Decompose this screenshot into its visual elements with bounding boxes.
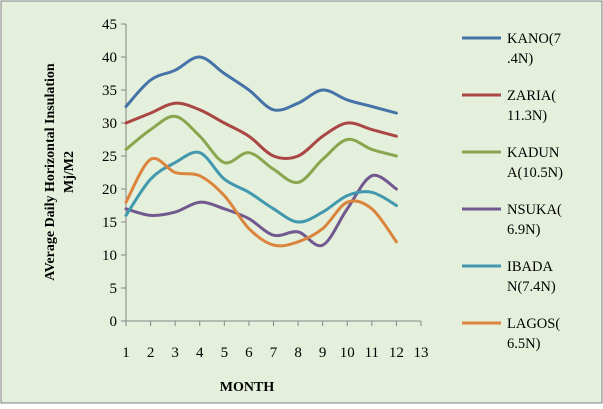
x-tick-label: 7 bbox=[270, 345, 278, 361]
y-tick-label: 15 bbox=[102, 215, 117, 231]
y-tick-label: 30 bbox=[102, 116, 117, 132]
legend-item-lagos: LAGOS(6.5N) bbox=[462, 316, 560, 352]
legend-item-zaria: ZARIA(11.3N) bbox=[462, 88, 556, 124]
legend-label: IBADA N(7.4N) bbox=[507, 259, 556, 295]
y-tick-label: 5 bbox=[110, 281, 118, 297]
x-tick-label: 12 bbox=[389, 345, 404, 361]
x-tick-label: 4 bbox=[196, 345, 204, 361]
legend-label: ZARIA(11.3N) bbox=[507, 88, 556, 124]
legend-item-kano: KANO(7.4N) bbox=[462, 31, 561, 67]
plot-lines bbox=[124, 55, 398, 248]
x-axis-title: MONTH bbox=[220, 380, 275, 395]
legend-item-ibadan: IBADA N(7.4N) bbox=[462, 259, 556, 295]
y-tick-label: 35 bbox=[102, 83, 117, 99]
x-tick-label: 6 bbox=[245, 345, 253, 361]
series-line-kano bbox=[124, 55, 398, 115]
legend-item-kaduna: KADUN A(10.5N) bbox=[462, 145, 563, 181]
y-axis-title: AVerage Daily Horizontal Insulation Mj/M2 bbox=[43, 63, 77, 281]
x-tick-label: 1 bbox=[122, 345, 130, 361]
series-line-kaduna bbox=[124, 114, 398, 185]
y-tick-label: 10 bbox=[102, 248, 117, 264]
legend-label: LAGOS(6.5N) bbox=[507, 316, 560, 352]
legend-item-nsuka: NSUKA(6.9N) bbox=[462, 202, 562, 238]
x-tick-label: 3 bbox=[171, 345, 179, 361]
x-tick-label: 10 bbox=[340, 345, 355, 361]
y-axis-title-text: AVerage Daily Horizontal Insulation Mj/M2 bbox=[43, 63, 77, 281]
legend-label: KADUN A(10.5N) bbox=[507, 145, 563, 181]
y-tick-label: 45 bbox=[102, 17, 117, 33]
x-tick-label: 9 bbox=[319, 345, 327, 361]
series-line-nsuka bbox=[124, 173, 398, 248]
y-tick-label: 0 bbox=[110, 314, 118, 330]
x-tick-label: 5 bbox=[221, 345, 229, 361]
series-line-ibadan bbox=[124, 150, 398, 224]
x-tick-label: 11 bbox=[365, 345, 379, 361]
x-tick-label: 13 bbox=[414, 345, 429, 361]
x-tick-label: 8 bbox=[294, 345, 302, 361]
series-line-zaria bbox=[124, 101, 398, 160]
legend: KANO(7.4N) ZARIA(11.3N) KADUN A(10.5N) NSUKA… bbox=[462, 31, 563, 352]
x-tick-label: 2 bbox=[147, 345, 155, 361]
legend-label: NSUKA(6.9N) bbox=[507, 202, 562, 238]
y-tick-label: 20 bbox=[102, 182, 117, 198]
legend-label: KANO(7.4N) bbox=[507, 31, 561, 67]
y-tick-label: 40 bbox=[102, 50, 117, 66]
series-line-lagos bbox=[124, 156, 398, 248]
y-tick-label: 25 bbox=[102, 149, 117, 165]
